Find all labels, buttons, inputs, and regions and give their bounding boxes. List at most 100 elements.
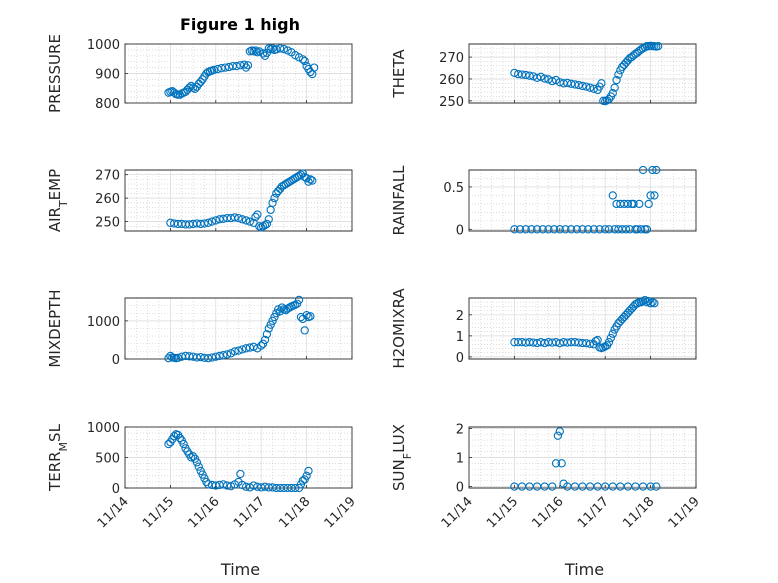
axes-border <box>468 43 697 104</box>
data-point <box>604 225 614 234</box>
data-point <box>608 89 617 98</box>
y-tick-label: 260 <box>95 192 120 207</box>
data-point <box>207 353 217 362</box>
data-point <box>302 311 311 320</box>
data-point <box>230 213 239 222</box>
y-tick-label: 0.5 <box>443 181 464 196</box>
data-point <box>188 83 198 92</box>
data-point <box>650 299 659 308</box>
data-point <box>557 459 566 468</box>
data-point <box>213 64 222 74</box>
data-point <box>515 225 525 234</box>
data-point <box>257 341 266 350</box>
figure-title: Figure 1 high <box>180 15 300 34</box>
data-point <box>234 346 243 355</box>
x-tick-label: 11/18 <box>276 494 313 531</box>
x-tick-label: 11/19 <box>322 494 359 531</box>
data-point <box>595 225 604 234</box>
data-point <box>570 80 580 89</box>
data-point <box>211 352 220 361</box>
data-point <box>308 176 317 185</box>
panel-theta: 250 260 270 THETA <box>390 41 697 110</box>
data-point <box>209 65 219 75</box>
data-point <box>253 210 262 219</box>
y-axis-label: RAINFALL <box>390 165 408 236</box>
y-tick-label: 900 <box>95 68 120 83</box>
x-tick-label: 11/14 <box>95 494 132 531</box>
data-point <box>621 225 631 234</box>
data-point <box>241 63 251 72</box>
x-tick-label: 11/15 <box>140 494 177 531</box>
data-point <box>538 225 547 234</box>
data-point <box>230 347 239 356</box>
data-point <box>245 217 254 226</box>
axes-border <box>468 297 697 360</box>
data-point <box>266 320 275 329</box>
data-point <box>536 72 546 81</box>
data-point <box>555 225 564 234</box>
data-point <box>219 351 228 360</box>
data-point <box>646 191 655 200</box>
data-point <box>597 79 606 88</box>
data-point <box>300 326 309 335</box>
data-point <box>652 165 661 175</box>
data-point <box>204 218 213 227</box>
data-point <box>654 42 663 51</box>
data-point <box>194 462 203 471</box>
panel-sun-flux: 0 1 2 11/14 11/15 11/16 11/17 11/18 11/19 Time SUN… <box>390 422 703 579</box>
data-point <box>551 459 561 468</box>
data-point <box>540 74 549 83</box>
data-point <box>221 63 230 72</box>
data-point <box>258 339 268 348</box>
data-point <box>638 165 648 175</box>
data-point <box>294 295 304 305</box>
data-point <box>648 165 657 175</box>
data-point <box>291 483 300 493</box>
data-point <box>306 175 315 184</box>
data-point <box>589 84 598 93</box>
data-point <box>219 480 228 489</box>
data-point <box>561 225 570 234</box>
panel-pressure: 800 900 1000 PRESSURE <box>46 34 353 113</box>
data-point <box>292 299 302 308</box>
data-point <box>606 333 616 343</box>
data-point <box>204 480 213 489</box>
data-point <box>633 299 642 308</box>
data-point <box>604 338 614 347</box>
y-tick-label: 270 <box>439 51 464 66</box>
data-point <box>563 78 572 88</box>
y-tick-label: 1 <box>456 452 464 467</box>
data-point <box>211 481 220 490</box>
data-point <box>238 345 247 354</box>
data-point <box>510 225 519 234</box>
data-point <box>578 225 587 234</box>
data-point <box>635 199 644 209</box>
y-axis-label: AIRTEMP <box>46 169 70 232</box>
data-point <box>644 297 653 306</box>
data-point <box>644 199 653 209</box>
data-point <box>623 199 633 209</box>
data-point <box>255 222 264 231</box>
data-point <box>251 212 260 222</box>
data-point <box>188 452 198 461</box>
data-point <box>222 481 232 490</box>
data-point <box>636 225 646 234</box>
data-point <box>187 453 196 462</box>
data-point <box>612 75 621 85</box>
data-point <box>525 71 534 80</box>
data-point <box>204 354 213 363</box>
data-point <box>601 225 610 234</box>
y-tick-label: 1000 <box>87 38 120 53</box>
data-point <box>243 61 253 70</box>
data-point <box>638 297 648 306</box>
data-point <box>521 70 530 80</box>
y-tick-label: 1 <box>456 330 464 345</box>
data-point <box>555 427 564 436</box>
data-point <box>192 458 202 467</box>
data-point <box>646 482 655 491</box>
data-point <box>608 329 617 338</box>
data-point <box>270 312 279 322</box>
data-point <box>258 49 268 58</box>
data-point <box>629 199 638 209</box>
